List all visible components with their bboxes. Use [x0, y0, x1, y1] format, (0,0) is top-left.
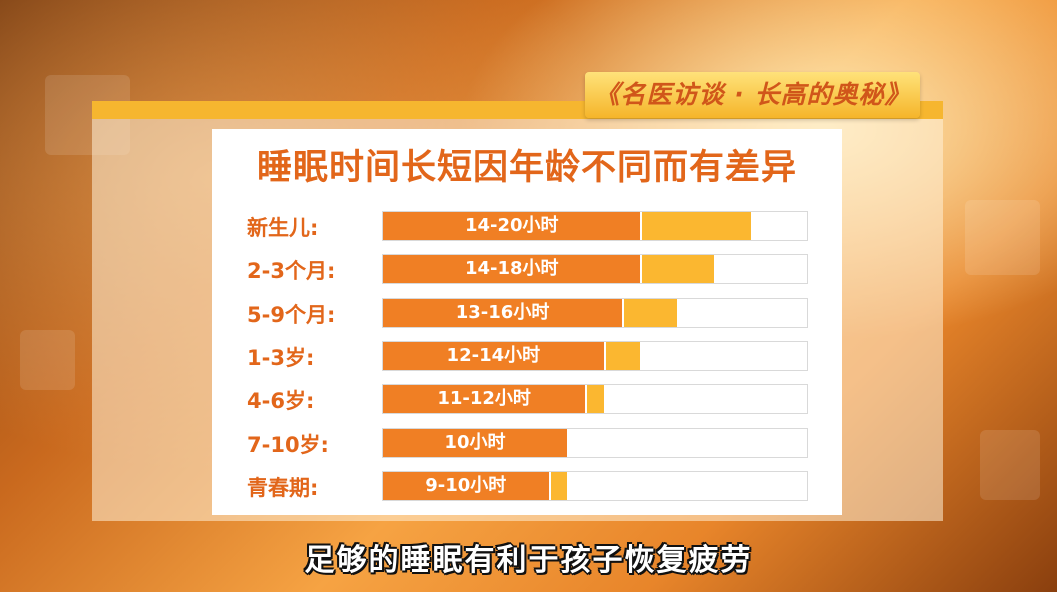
category-label: 青春期:: [247, 476, 319, 500]
bar-track: 12-14小时: [382, 341, 808, 371]
decor-cube: [965, 200, 1040, 275]
bar-track: 9-10小时: [382, 471, 808, 501]
bar-range-segment: [550, 472, 567, 500]
decor-cube: [980, 430, 1040, 500]
bar-track: 10小时: [382, 428, 808, 458]
category-label: 2-3个月:: [247, 259, 336, 283]
bar-value-label: 9-10小时: [425, 475, 507, 496]
bar-value-label: 14-18小时: [464, 258, 559, 279]
bar-min-segment: [383, 212, 641, 240]
bar-min-segment: [383, 299, 623, 327]
category-label: 5-9个月:: [247, 303, 336, 327]
category-label: 新生儿:: [247, 216, 319, 240]
category-label: 7-10岁:: [247, 433, 329, 457]
chart-title: 睡眠时间长短因年龄不同而有差异: [256, 148, 797, 188]
bar-value-label: 12-14小时: [446, 345, 541, 366]
bar-min-segment: [383, 255, 641, 283]
bar-range-segment: [605, 342, 641, 370]
bar-range-segment: [624, 299, 678, 327]
bar-value-label: 10小时: [444, 432, 506, 453]
bar-track: 14-20小时: [382, 211, 808, 241]
bar-track: 14-18小时: [382, 254, 808, 284]
bar-range-segment: [587, 385, 604, 413]
show-title-banner: 《名医访谈 · 长高的奥秘》: [585, 72, 920, 118]
bar-range-segment: [642, 255, 715, 283]
bar-value-label: 13-16小时: [455, 302, 550, 323]
bar-min-segment: [383, 472, 549, 500]
bar-min-segment: [383, 429, 567, 457]
bar-track: 13-16小时: [382, 298, 808, 328]
category-label: 1-3岁:: [247, 346, 315, 370]
category-label: 4-6岁:: [247, 389, 315, 413]
bar-track: 11-12小时: [382, 384, 808, 414]
decor-cube: [20, 330, 75, 390]
bar-min-segment: [383, 342, 604, 370]
caption-subtitle: 足够的睡眠有利于孩子恢复疲劳: [304, 543, 753, 578]
bar-value-label: 11-12小时: [437, 388, 531, 409]
bar-min-segment: [383, 385, 586, 413]
bar-range-segment: [642, 212, 751, 240]
bar-value-label: 14-20小时: [464, 215, 559, 236]
